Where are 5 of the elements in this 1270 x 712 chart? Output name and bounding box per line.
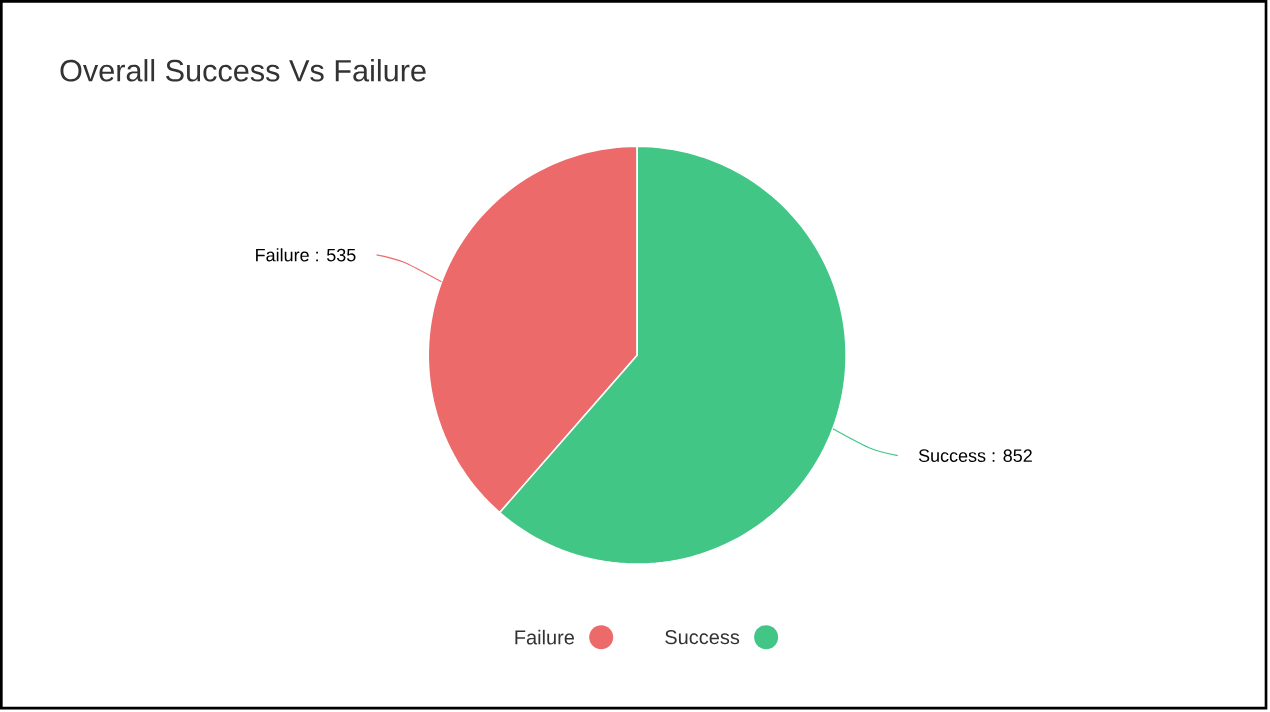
chart-title: Overall Success Vs Failure — [60, 58, 426, 82]
data-label: Failure : 535 — [256, 248, 356, 262]
legend-label: Success — [665, 630, 740, 645]
legend-label: Failure — [515, 629, 575, 645]
data-label: Success : 852 — [918, 449, 1032, 462]
